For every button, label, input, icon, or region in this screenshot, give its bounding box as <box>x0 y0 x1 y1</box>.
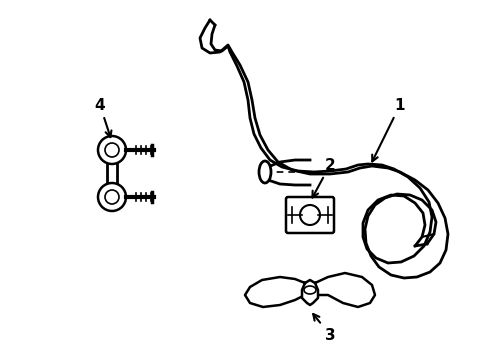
Circle shape <box>98 136 126 164</box>
Text: 1: 1 <box>372 98 405 161</box>
Text: 3: 3 <box>313 314 335 342</box>
Circle shape <box>98 183 126 211</box>
Ellipse shape <box>304 286 316 294</box>
Circle shape <box>105 190 119 204</box>
Text: 2: 2 <box>313 158 335 198</box>
Text: 4: 4 <box>95 98 111 137</box>
Polygon shape <box>245 277 305 307</box>
FancyBboxPatch shape <box>286 197 334 233</box>
Ellipse shape <box>259 161 271 183</box>
Circle shape <box>300 205 320 225</box>
Polygon shape <box>302 280 318 305</box>
Polygon shape <box>315 273 375 307</box>
Circle shape <box>105 143 119 157</box>
